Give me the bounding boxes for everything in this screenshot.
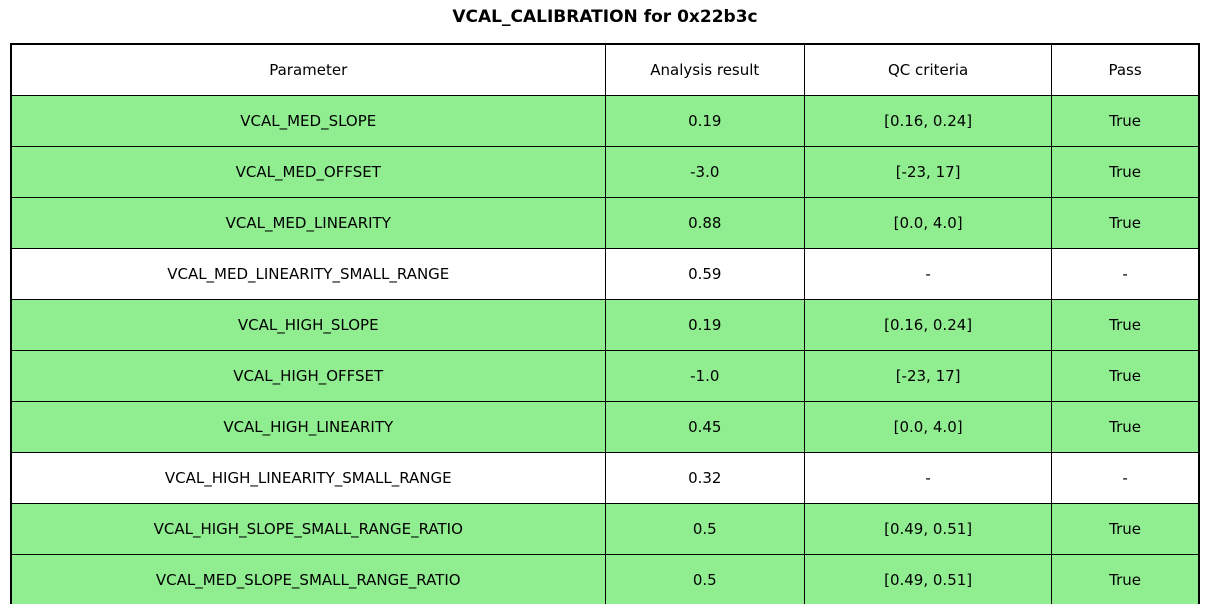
cell-qc-criteria: [0.49, 0.51] <box>804 503 1053 555</box>
cell-qc-criteria: [0.0, 4.0] <box>804 197 1053 249</box>
table-row: VCAL_HIGH_LINEARITY_SMALL_RANGE 0.32 - - <box>10 452 1200 504</box>
cell-parameter: VCAL_HIGH_SLOPE <box>10 299 606 351</box>
table-row: VCAL_HIGH_SLOPE 0.19 [0.16, 0.24] True <box>10 299 1200 351</box>
figure-title: VCAL_CALIBRATION for 0x22b3c <box>452 7 758 27</box>
cell-pass: True <box>1051 146 1200 198</box>
cell-qc-criteria: [-23, 17] <box>804 146 1053 198</box>
cell-analysis-result: 0.88 <box>604 197 806 249</box>
cell-analysis-result: 0.59 <box>604 248 806 300</box>
cell-analysis-result: 0.5 <box>604 503 806 555</box>
table-row: VCAL_MED_OFFSET -3.0 [-23, 17] True <box>10 146 1200 198</box>
cell-pass: True <box>1051 554 1200 604</box>
cell-analysis-result: -3.0 <box>604 146 806 198</box>
cell-pass: True <box>1051 503 1200 555</box>
cell-qc-criteria: - <box>804 452 1053 504</box>
cell-pass: - <box>1051 248 1200 300</box>
table-row: VCAL_HIGH_OFFSET -1.0 [-23, 17] True <box>10 350 1200 402</box>
table-row: VCAL_HIGH_LINEARITY 0.45 [0.0, 4.0] True <box>10 401 1200 453</box>
cell-qc-criteria: - <box>804 248 1053 300</box>
cell-pass: True <box>1051 95 1200 147</box>
cell-qc-criteria: [0.16, 0.24] <box>804 95 1053 147</box>
cell-pass: True <box>1051 299 1200 351</box>
cell-parameter: VCAL_HIGH_SLOPE_SMALL_RANGE_RATIO <box>10 503 606 555</box>
cell-qc-criteria: [-23, 17] <box>804 350 1053 402</box>
column-header-parameter: Parameter <box>10 43 606 96</box>
cell-pass: True <box>1051 401 1200 453</box>
column-header-analysis-result: Analysis result <box>604 43 806 96</box>
cell-qc-criteria: [0.16, 0.24] <box>804 299 1053 351</box>
column-header-pass: Pass <box>1051 43 1200 96</box>
column-header-qc-criteria: QC criteria <box>804 43 1053 96</box>
cell-analysis-result: 0.19 <box>604 299 806 351</box>
cell-parameter: VCAL_MED_LINEARITY <box>10 197 606 249</box>
cell-parameter: VCAL_HIGH_LINEARITY_SMALL_RANGE <box>10 452 606 504</box>
qc-results-table: Parameter Analysis result QC criteria Pa… <box>10 43 1200 604</box>
cell-analysis-result: 0.19 <box>604 95 806 147</box>
table-header-row: Parameter Analysis result QC criteria Pa… <box>10 43 1200 96</box>
qc-table-body: Parameter Analysis result QC criteria Pa… <box>10 43 1200 604</box>
cell-qc-criteria: [0.49, 0.51] <box>804 554 1053 604</box>
cell-analysis-result: 0.45 <box>604 401 806 453</box>
cell-analysis-result: 0.32 <box>604 452 806 504</box>
table-row: VCAL_HIGH_SLOPE_SMALL_RANGE_RATIO 0.5 [0… <box>10 503 1200 555</box>
cell-parameter: VCAL_HIGH_LINEARITY <box>10 401 606 453</box>
table-row: VCAL_MED_LINEARITY_SMALL_RANGE 0.59 - - <box>10 248 1200 300</box>
cell-pass: True <box>1051 197 1200 249</box>
table-row: VCAL_MED_SLOPE_SMALL_RANGE_RATIO 0.5 [0.… <box>10 554 1200 604</box>
cell-pass: True <box>1051 350 1200 402</box>
cell-pass: - <box>1051 452 1200 504</box>
table-row: VCAL_MED_LINEARITY 0.88 [0.0, 4.0] True <box>10 197 1200 249</box>
cell-parameter: VCAL_MED_OFFSET <box>10 146 606 198</box>
cell-analysis-result: 0.5 <box>604 554 806 604</box>
cell-analysis-result: -1.0 <box>604 350 806 402</box>
cell-qc-criteria: [0.0, 4.0] <box>804 401 1053 453</box>
cell-parameter: VCAL_MED_LINEARITY_SMALL_RANGE <box>10 248 606 300</box>
cell-parameter: VCAL_HIGH_OFFSET <box>10 350 606 402</box>
cell-parameter: VCAL_MED_SLOPE <box>10 95 606 147</box>
cell-parameter: VCAL_MED_SLOPE_SMALL_RANGE_RATIO <box>10 554 606 604</box>
table-row: VCAL_MED_SLOPE 0.19 [0.16, 0.24] True <box>10 95 1200 147</box>
